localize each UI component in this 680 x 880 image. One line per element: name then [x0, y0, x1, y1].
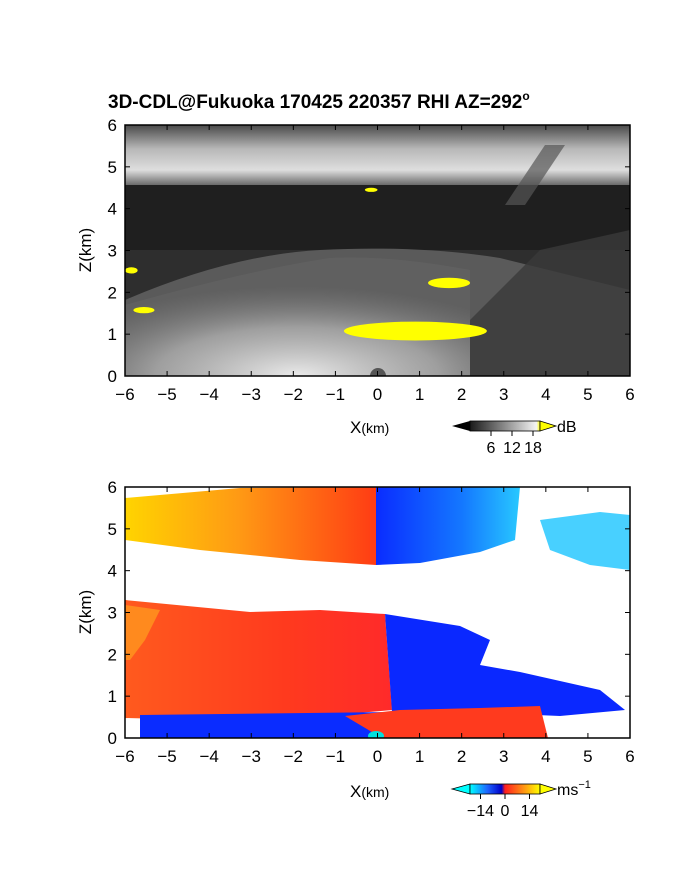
velocity-origin-marker	[368, 731, 384, 738]
x-tick-label: 0	[373, 747, 382, 766]
velocity-upper-cold-patch	[540, 512, 630, 570]
x-tick-label: −3	[242, 385, 261, 404]
x-tick-label: 1	[415, 385, 424, 404]
x-tick-label: −2	[284, 747, 303, 766]
backscatter-heatmap	[125, 125, 630, 376]
velocity-colorbar-unit: ms−1	[557, 779, 591, 799]
velocity-lower-cold	[385, 614, 625, 716]
x-tick-label: −5	[157, 747, 176, 766]
x-tick-label: −1	[326, 385, 345, 404]
y-tick-label: 3	[108, 242, 117, 261]
x-tick-label: 4	[541, 747, 550, 766]
x-tick-label: 2	[457, 385, 466, 404]
y-tick-label: 3	[108, 604, 117, 623]
velocity-xlabel: X(km)	[350, 782, 389, 801]
colorbar-tick-label: 6	[487, 440, 496, 457]
velocity-lower-warm	[125, 600, 392, 720]
backscatter-xlabel: X(km)	[350, 418, 389, 437]
y-tick-label: 6	[108, 478, 117, 497]
y-tick-label: 0	[108, 367, 117, 386]
velocity-panel: −6 −5 −4 −3 −2 −1 0 1 2 3 4 5 6 0 1 2 3 4 5 6 X(km) Z(km) m…	[76, 478, 635, 820]
x-tick-label: 5	[583, 385, 592, 404]
x-tick-label: 2	[457, 747, 466, 766]
x-tick-label: −1	[326, 747, 345, 766]
y-tick-label: 5	[108, 520, 117, 539]
x-tick-label: −6	[115, 385, 134, 404]
y-tick-label: 0	[108, 729, 117, 748]
x-tick-label: −5	[157, 385, 176, 404]
colorbar-tick-label: −14	[467, 803, 494, 820]
x-tick-label: 0	[373, 385, 382, 404]
backscatter-dome	[125, 257, 470, 376]
colorbar-tick-label: 18	[524, 440, 542, 457]
velocity-edge-orange	[125, 605, 160, 660]
x-tick-label: 3	[499, 385, 508, 404]
saturated-echo	[133, 306, 155, 314]
y-tick-label: 2	[108, 645, 117, 664]
x-tick-label: 5	[583, 747, 592, 766]
velocity-surface-warm	[345, 706, 548, 738]
saturated-echo	[343, 321, 487, 341]
colorbar-tick-label: 14	[521, 803, 539, 820]
backscatter-colorbar: dB 6 12 18	[452, 419, 577, 457]
x-tick-label: 1	[415, 747, 424, 766]
x-tick-label: 4	[541, 385, 550, 404]
chart-title: 3D-CDL@Fukuoka 170425 220357 RHI AZ=292o	[108, 89, 530, 113]
y-tick-label: 4	[108, 200, 117, 219]
backscatter-shadow-wedge	[470, 230, 630, 376]
y-tick-label: 1	[108, 687, 117, 706]
x-tick-label: 6	[625, 747, 634, 766]
colorbar-tick-label: 0	[501, 803, 510, 820]
velocity-axes: −6 −5 −4 −3 −2 −1 0 1 2 3 4 5 6 0 1 2 3 4 5 6	[108, 478, 635, 766]
backscatter-dark-band	[125, 185, 630, 250]
saturated-echo	[428, 277, 471, 289]
y-tick-label: 5	[108, 158, 117, 177]
velocity-upper-warm	[125, 487, 376, 565]
velocity-colorbar: ms−1 −14 0 14	[450, 779, 591, 820]
velocity-surface-cold	[140, 712, 390, 738]
x-tick-label: 6	[625, 385, 634, 404]
saturated-echoes	[125, 187, 487, 341]
y-tick-label: 1	[108, 325, 117, 344]
colorbar-tick-label: 12	[503, 440, 521, 457]
saturated-echo	[125, 267, 138, 274]
x-tick-label: 3	[499, 747, 508, 766]
y-tick-label: 2	[108, 283, 117, 302]
y-tick-label: 4	[108, 562, 117, 581]
velocity-ylabel: Z(km)	[76, 590, 95, 634]
x-tick-label: −4	[199, 747, 218, 766]
backscatter-colorbar-unit: dB	[557, 419, 577, 436]
x-tick-label: −4	[199, 385, 218, 404]
backscatter-shadow-upper	[505, 145, 565, 205]
x-tick-label: −6	[115, 747, 134, 766]
y-tick-label: 6	[108, 116, 117, 135]
velocity-heatmap	[125, 487, 630, 738]
x-tick-label: −3	[242, 747, 261, 766]
saturated-echo	[364, 187, 378, 192]
backscatter-ylabel: Z(km)	[76, 228, 95, 272]
x-tick-label: −2	[284, 385, 303, 404]
backscatter-axes: −6 −5 −4 −3 −2 −1 0 1 2 3 4 5 6 0 1 2 3 4 5 6	[108, 116, 635, 404]
velocity-upper-cold	[376, 487, 520, 565]
